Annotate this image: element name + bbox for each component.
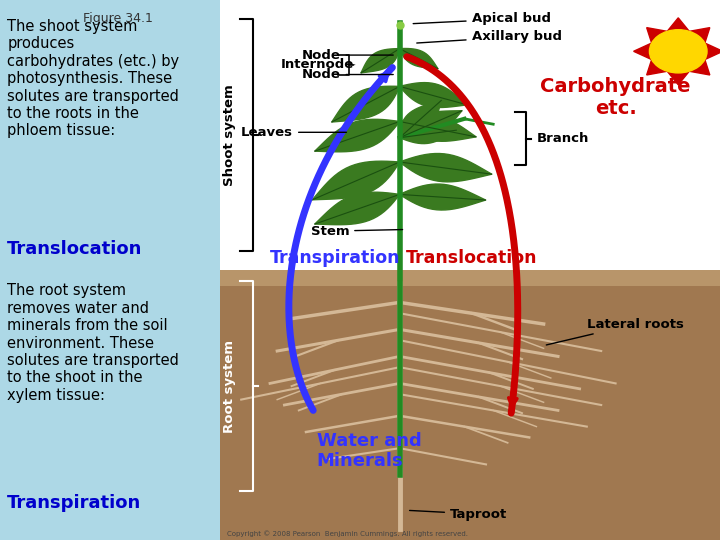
Polygon shape bbox=[667, 71, 689, 85]
Text: Taproot: Taproot bbox=[410, 508, 508, 521]
Text: Water and
Minerals: Water and Minerals bbox=[317, 431, 421, 470]
Polygon shape bbox=[667, 18, 689, 31]
Text: Shoot system: Shoot system bbox=[223, 84, 236, 186]
Polygon shape bbox=[400, 83, 467, 107]
Text: Axillary bud: Axillary bud bbox=[417, 30, 562, 43]
Polygon shape bbox=[332, 86, 400, 122]
Text: Transpiration: Transpiration bbox=[7, 494, 141, 512]
Bar bbox=[220, 270, 720, 286]
Text: Stem: Stem bbox=[310, 225, 402, 238]
Polygon shape bbox=[400, 111, 462, 139]
Polygon shape bbox=[315, 119, 400, 152]
Text: Leaves: Leaves bbox=[241, 126, 346, 139]
Polygon shape bbox=[705, 43, 720, 59]
Text: The root system
removes water and
minerals from the soil
environment. These
solu: The root system removes water and minera… bbox=[7, 284, 179, 403]
Circle shape bbox=[649, 30, 707, 73]
Text: Transpiration: Transpiration bbox=[269, 249, 400, 267]
Polygon shape bbox=[400, 116, 476, 141]
Polygon shape bbox=[689, 28, 710, 43]
Polygon shape bbox=[400, 184, 486, 210]
Text: The shoot system
produces
carbohydrates (etc.) by
photosynthesis. These
solutes : The shoot system produces carbohydrates … bbox=[7, 19, 179, 138]
Text: Apical bud: Apical bud bbox=[413, 12, 551, 25]
Text: Node: Node bbox=[302, 68, 393, 81]
Polygon shape bbox=[315, 192, 400, 225]
Text: Node: Node bbox=[302, 49, 393, 62]
Text: Lateral roots: Lateral roots bbox=[546, 318, 684, 345]
Polygon shape bbox=[400, 100, 441, 138]
Polygon shape bbox=[400, 153, 492, 182]
Text: Internode: Internode bbox=[281, 58, 354, 71]
Bar bbox=[220, 0, 720, 273]
Polygon shape bbox=[312, 161, 400, 200]
Text: Figure 34.1: Figure 34.1 bbox=[83, 12, 153, 25]
Polygon shape bbox=[400, 125, 456, 144]
Bar bbox=[220, 273, 720, 540]
Text: Branch: Branch bbox=[536, 132, 589, 145]
Text: Translocation: Translocation bbox=[406, 249, 537, 267]
Text: Translocation: Translocation bbox=[7, 240, 143, 258]
Polygon shape bbox=[634, 43, 652, 59]
Polygon shape bbox=[689, 59, 710, 75]
Polygon shape bbox=[647, 28, 667, 43]
Polygon shape bbox=[400, 49, 438, 69]
Polygon shape bbox=[647, 59, 667, 75]
Text: Copyright © 2008 Pearson  Benjamin Cummings. All rights reserved.: Copyright © 2008 Pearson Benjamin Cummin… bbox=[227, 531, 468, 537]
Polygon shape bbox=[361, 49, 400, 73]
Text: Root system: Root system bbox=[223, 340, 236, 433]
Text: Carbohydrate
etc.: Carbohydrate etc. bbox=[540, 77, 691, 118]
